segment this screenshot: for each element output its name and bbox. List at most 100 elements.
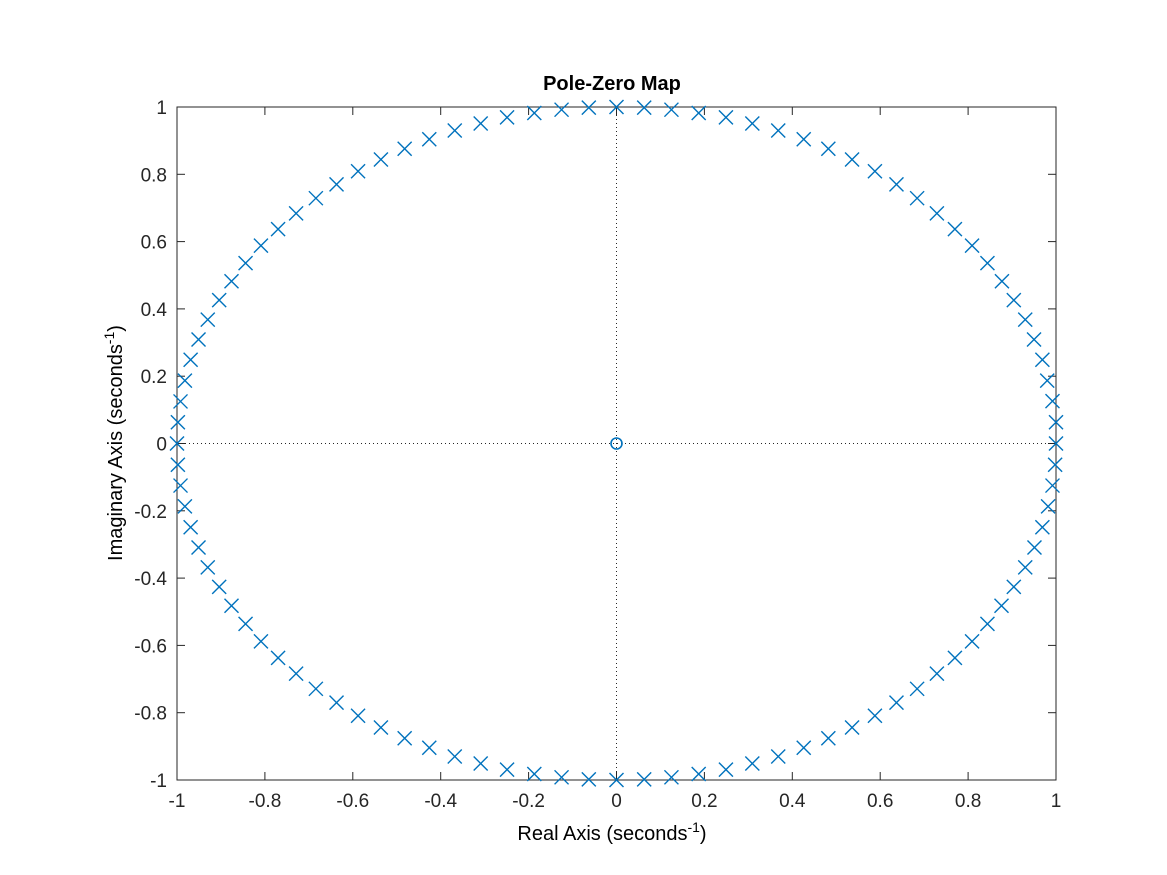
pole-marker-stroke	[224, 598, 239, 614]
pole-marker-stroke	[211, 292, 227, 308]
pole-marker-stroke	[350, 163, 366, 179]
pole-marker-stroke	[994, 273, 1010, 289]
pole-marker	[373, 151, 389, 167]
pole-marker	[1017, 312, 1033, 328]
pole-marker	[994, 598, 1009, 614]
pole-marker-stroke	[499, 109, 515, 125]
pole-marker-stroke	[909, 190, 925, 206]
pole-marker	[1026, 332, 1042, 348]
pole-marker	[1047, 457, 1063, 473]
pole-marker-stroke	[964, 633, 980, 649]
pole-marker	[211, 292, 227, 308]
pole-marker-stroke	[200, 559, 216, 575]
pole-marker-stroke	[177, 373, 193, 389]
pole-marker	[270, 650, 286, 666]
pole-marker	[1017, 559, 1033, 575]
pole-marker	[554, 769, 570, 785]
y-tick-label: -0.2	[134, 502, 167, 523]
pole-marker-stroke	[1006, 292, 1022, 308]
pole-marker-stroke	[373, 151, 389, 167]
pole-marker-stroke	[888, 176, 904, 192]
pole-marker-stroke	[1017, 312, 1033, 328]
pole-marker-stroke	[1026, 332, 1042, 348]
pole-marker	[170, 414, 186, 430]
pole-marker-stroke	[581, 771, 597, 787]
pole-marker-stroke	[1034, 352, 1050, 368]
pole-marker-stroke	[329, 176, 345, 192]
pole-marker	[718, 762, 734, 778]
pole-marker	[421, 740, 437, 756]
pole-marker	[224, 598, 239, 614]
pole-marker-stroke	[238, 255, 254, 271]
pole-marker	[929, 666, 945, 682]
pole-marker	[636, 771, 652, 787]
chart-title: Pole-Zero Map	[543, 73, 681, 95]
pole-marker	[1006, 579, 1022, 595]
pole-marker	[170, 457, 186, 473]
pole-marker-stroke	[288, 205, 304, 221]
y-tick-label: -0.4	[134, 569, 167, 590]
pole-marker-stroke	[636, 771, 652, 787]
pole-marker	[609, 99, 624, 115]
pole-marker	[288, 666, 304, 682]
pole-marker-stroke	[770, 123, 786, 139]
pole-marker-stroke	[526, 105, 542, 121]
pole-marker-stroke	[191, 332, 207, 348]
pole-marker	[1026, 539, 1042, 555]
pole-marker	[929, 205, 945, 221]
pole-marker-stroke	[744, 756, 760, 772]
pole-marker	[744, 115, 760, 131]
pole-marker	[691, 766, 707, 782]
pole-marker	[177, 498, 193, 514]
y-tick-labels: -1 -0.8 -0.6 -0.4 -0.2 0 0.2 0.4 0.6 0.8 1	[134, 98, 167, 792]
pole-marker	[1040, 498, 1056, 514]
pole-marker-stroke	[1034, 519, 1050, 535]
pole-marker-stroke	[191, 539, 207, 555]
pole-marker	[796, 740, 812, 756]
y-axis-label-tail: )	[105, 325, 127, 332]
y-tick-label: -1	[150, 771, 167, 792]
y-axis-label-text: Imaginary Axis (seconds	[105, 344, 127, 561]
x-axis-label-tail: )	[700, 823, 707, 845]
pole-marker	[183, 519, 199, 535]
pole-marker	[554, 102, 570, 118]
pole-marker	[397, 730, 413, 746]
y-tick-label: 1	[156, 98, 167, 119]
pole-marker	[238, 255, 254, 271]
pole-marker-stroke	[183, 352, 199, 368]
pole-marker-stroke	[350, 708, 366, 724]
y-tick-label: 0.2	[141, 367, 167, 388]
pole-marker-stroke	[288, 666, 304, 682]
pole-marker	[663, 769, 679, 785]
pole-marker-stroke	[947, 221, 963, 237]
y-tick-label: 0	[156, 435, 167, 456]
pole-marker	[820, 730, 836, 746]
pole-marker-stroke	[691, 105, 707, 121]
x-tick-label: -0.8	[249, 791, 282, 812]
pole-marker-stroke	[447, 748, 463, 764]
pole-marker-stroke	[473, 115, 489, 131]
pole-marker	[173, 478, 189, 494]
pole-marker	[1034, 519, 1050, 535]
pole-marker-stroke	[397, 730, 413, 746]
pole-marker-stroke	[888, 695, 904, 711]
pole-marker-stroke	[1006, 579, 1022, 595]
pole-marker	[211, 579, 227, 595]
x-tick-label: -0.2	[512, 791, 545, 812]
pole-marker-stroke	[473, 756, 489, 772]
pole-marker	[1044, 393, 1060, 409]
pole-marker-stroke	[979, 616, 995, 632]
x-tick-label: 0.2	[691, 791, 717, 812]
pole-marker	[308, 190, 324, 206]
pole-marker	[421, 131, 437, 147]
pole-marker-stroke	[253, 633, 269, 649]
data-marks	[169, 99, 1064, 788]
pole-marker-stroke	[581, 100, 597, 116]
pole-marker-stroke	[867, 708, 883, 724]
pole-marker-stroke	[929, 666, 945, 682]
pole-marker-stroke	[609, 772, 624, 788]
pole-marker	[1048, 414, 1064, 430]
x-tick-labels: -1 -0.8 -0.6 -0.4 -0.2 0 0.2 0.4 0.6 0.8 1	[169, 791, 1062, 812]
pole-marker	[844, 151, 860, 167]
